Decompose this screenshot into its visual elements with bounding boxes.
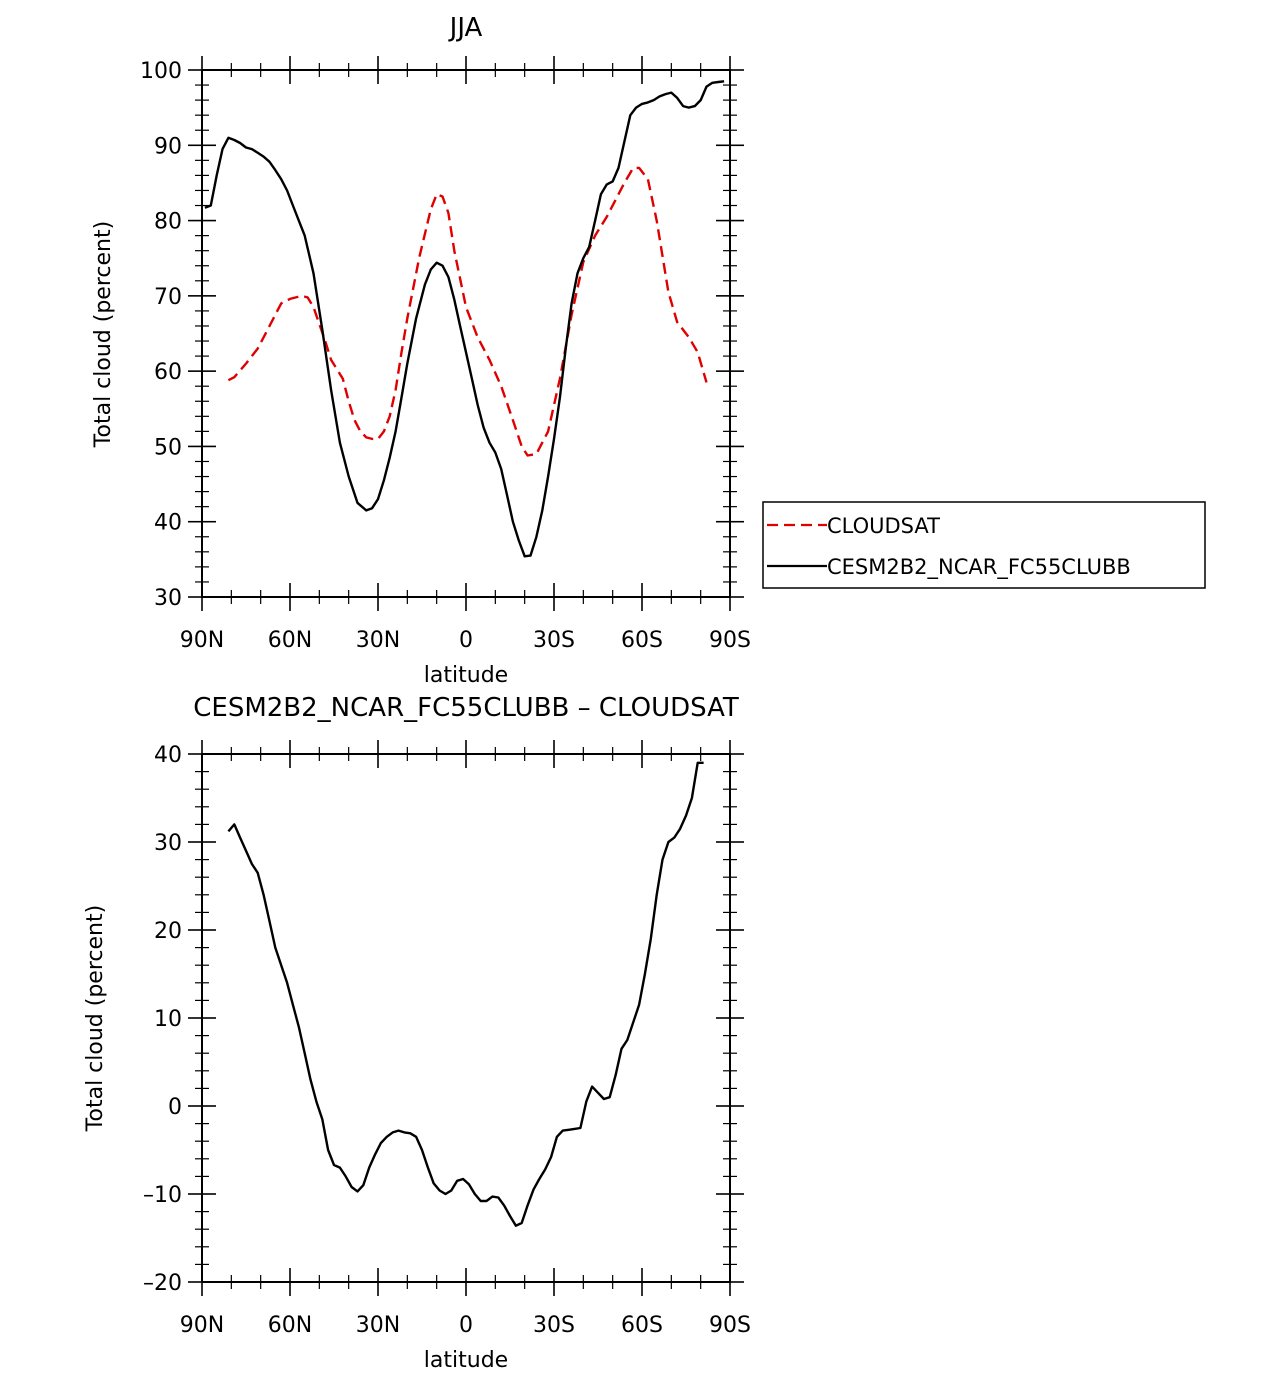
top-y-tick-label: 60: [154, 360, 182, 385]
bottom-x-tick-label: 0: [459, 1313, 473, 1338]
bottom-panel: CESM2B2_NCAR_FC55CLUBB – CLOUDSAT –20 –10…: [83, 693, 751, 1373]
top-chart-title: JJA: [448, 13, 483, 43]
bottom-x-tick-label: 30S: [533, 1313, 575, 1338]
top-y-tick-label: 30: [154, 586, 182, 611]
top-y-tick-label: 70: [154, 285, 182, 310]
bottom-x-tick-label: 60N: [268, 1313, 312, 1338]
legend: CLOUDSAT CESM2B2_NCAR_FC55CLUBB: [762, 501, 1206, 589]
top-series-line-0: [227, 166, 708, 457]
top-x-tick-label: 60S: [621, 628, 663, 653]
bottom-y-tick-label: 30: [154, 831, 182, 856]
top-y-tick-label: 90: [154, 134, 182, 159]
legend-label-cloudsat: CLOUDSAT: [827, 514, 940, 538]
bottom-y-tick-label: 0: [168, 1095, 182, 1120]
top-plot-frame: [201, 69, 731, 598]
top-series-line-1: [204, 80, 725, 558]
top-series-group: [204, 80, 725, 558]
bottom-y-axis-label: Total cloud (percent): [83, 905, 108, 1132]
bottom-x-tick-label: 60S: [621, 1313, 663, 1338]
bottom-y-tick-labels: –20 –10 0 10 20 30 40: [143, 743, 182, 1296]
top-y-tick-labels: 30 40 50 60 70 80 90 100: [140, 59, 182, 611]
top-y-axis-label: Total cloud (percent): [91, 221, 116, 448]
top-x-tick-labels: 90N 60N 30N 0 30S 60S 90S: [180, 628, 751, 653]
bottom-x-tick-label: 90N: [180, 1313, 224, 1338]
bottom-x-tick-label: 90S: [709, 1313, 751, 1338]
bottom-series-line-0: [227, 761, 704, 1227]
bottom-y-tick-label: –10: [143, 1183, 182, 1208]
top-y-tick-label: 40: [154, 511, 182, 536]
bottom-plot-frame: [201, 753, 731, 1283]
legend-label-model: CESM2B2_NCAR_FC55CLUBB: [827, 555, 1131, 580]
top-x-tick-label: 90N: [180, 628, 224, 653]
bottom-y-tick-label: –20: [143, 1271, 182, 1296]
bottom-y-tick-label: 40: [154, 743, 182, 768]
bottom-x-tick-label: 30N: [356, 1313, 400, 1338]
legend-box: [762, 501, 1206, 589]
top-axis-ticks: [188, 56, 744, 611]
top-y-tick-label: 50: [154, 435, 182, 460]
bottom-axis-ticks: [188, 740, 744, 1296]
top-x-axis-label: latitude: [424, 663, 508, 688]
top-x-tick-label: 90S: [709, 628, 751, 653]
bottom-series-group: [227, 761, 704, 1227]
bottom-y-tick-label: 10: [154, 1007, 182, 1032]
bottom-chart-title: CESM2B2_NCAR_FC55CLUBB – CLOUDSAT: [193, 693, 739, 723]
bottom-x-tick-labels: 90N 60N 30N 0 30S 60S 90S: [180, 1313, 751, 1338]
top-x-tick-label: 60N: [268, 628, 312, 653]
bottom-x-axis-label: latitude: [424, 1348, 508, 1373]
top-x-tick-label: 30S: [533, 628, 575, 653]
top-y-tick-label: 80: [154, 210, 182, 235]
bottom-y-tick-label: 20: [154, 919, 182, 944]
top-y-tick-label: 100: [140, 59, 182, 84]
top-x-tick-label: 30N: [356, 628, 400, 653]
top-x-tick-label: 0: [459, 628, 473, 653]
